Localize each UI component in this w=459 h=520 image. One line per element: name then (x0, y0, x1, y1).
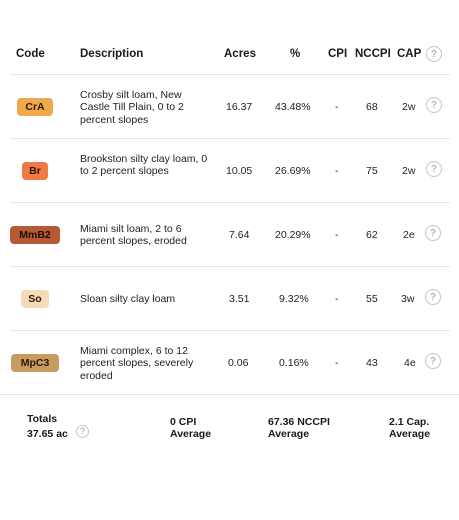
totals-cap-value: 2.1 Cap. (389, 416, 430, 428)
percent-value: 20.29% (275, 229, 311, 241)
percent-value: 9.32% (279, 293, 309, 305)
soil-description: Brookston silty clay loam, 0 to 2 percen… (80, 153, 208, 178)
nccpi-value: 62 (366, 229, 378, 241)
acres-value: 7.64 (229, 229, 250, 241)
percent-value: 26.69% (275, 165, 311, 177)
header-percent: % (290, 48, 301, 60)
help-icon[interactable]: ? (426, 97, 442, 113)
help-icon[interactable]: ? (426, 46, 442, 62)
header-cpi: CPI (328, 48, 348, 60)
help-icon[interactable]: ? (425, 353, 441, 369)
soil-code-badge: Br (22, 162, 48, 180)
table-header: Code Description Acres % CPI NCCPI CAP ? (0, 46, 459, 64)
acres-value: 0.06 (228, 357, 249, 369)
cap-value: 4e (404, 357, 416, 369)
soil-description: Crosby silt loam, New Castle Till Plain,… (80, 89, 184, 126)
acres-value: 16.37 (226, 101, 253, 113)
percent-value: 0.16% (279, 357, 309, 369)
header-acres: Acres (224, 48, 256, 60)
nccpi-value: 75 (366, 165, 378, 177)
percent-value: 43.48% (275, 101, 311, 113)
acres-value: 10.05 (226, 165, 253, 177)
acres-value: 3.51 (229, 293, 250, 305)
cap-value: 2w (402, 101, 416, 113)
help-icon[interactable]: ? (425, 225, 441, 241)
cap-value: 2w (402, 165, 416, 177)
totals-row: Totals 37.65 ac ? 0 CPI Average 67.36 NC… (0, 394, 459, 451)
soil-description: Miami complex, 6 to 12 percent slopes, s… (80, 345, 194, 382)
totals-nccpi-value: 67.36 NCCPI (268, 416, 330, 428)
table-row: MmB2 Miami silt loam, 2 to 6 percent slo… (10, 202, 450, 266)
cap-value: 2e (403, 229, 415, 241)
nccpi-value: 68 (366, 101, 378, 113)
totals-acres: 37.65 ac (27, 428, 68, 440)
totals-cap-label: Average (389, 428, 431, 440)
nccpi-value: 55 (366, 293, 378, 305)
cpi-value: - (335, 165, 339, 177)
header-nccpi: NCCPI (355, 48, 391, 60)
header-description: Description (80, 48, 144, 60)
help-icon[interactable]: ? (425, 289, 441, 305)
totals-label: Totals (27, 413, 58, 425)
soil-code-badge: MpC3 (11, 354, 59, 372)
soil-code-badge: MmB2 (10, 226, 60, 244)
cpi-value: - (335, 101, 339, 113)
totals-cpi-value: 0 CPI (170, 416, 197, 428)
totals-nccpi-label: Average (268, 428, 310, 440)
table-row: CrA Crosby silt loam, New Castle Till Pl… (10, 74, 450, 138)
help-icon[interactable]: ? (426, 161, 442, 177)
nccpi-value: 43 (366, 357, 378, 369)
cpi-value: - (335, 293, 339, 305)
totals-cpi-label: Average (170, 428, 212, 440)
table-row: MpC3 Miami complex, 6 to 12 percent slop… (10, 330, 450, 394)
header-cap: CAP (397, 48, 422, 60)
table-row: Br Brookston silty clay loam, 0 to 2 per… (10, 138, 450, 202)
soil-description: Sloan silty clay loam (80, 293, 176, 305)
header-code: Code (16, 48, 45, 60)
cap-value: 3w (401, 293, 415, 305)
table-row: So Sloan silty clay loam 3.51 9.32% - 55… (10, 266, 450, 330)
cpi-value: - (335, 229, 339, 241)
help-icon[interactable]: ? (76, 425, 89, 438)
soil-code-badge: So (21, 290, 49, 308)
cpi-value: - (335, 357, 339, 369)
soil-description: Miami silt loam, 2 to 6 percent slopes, … (80, 223, 187, 248)
soil-code-badge: CrA (17, 98, 53, 116)
